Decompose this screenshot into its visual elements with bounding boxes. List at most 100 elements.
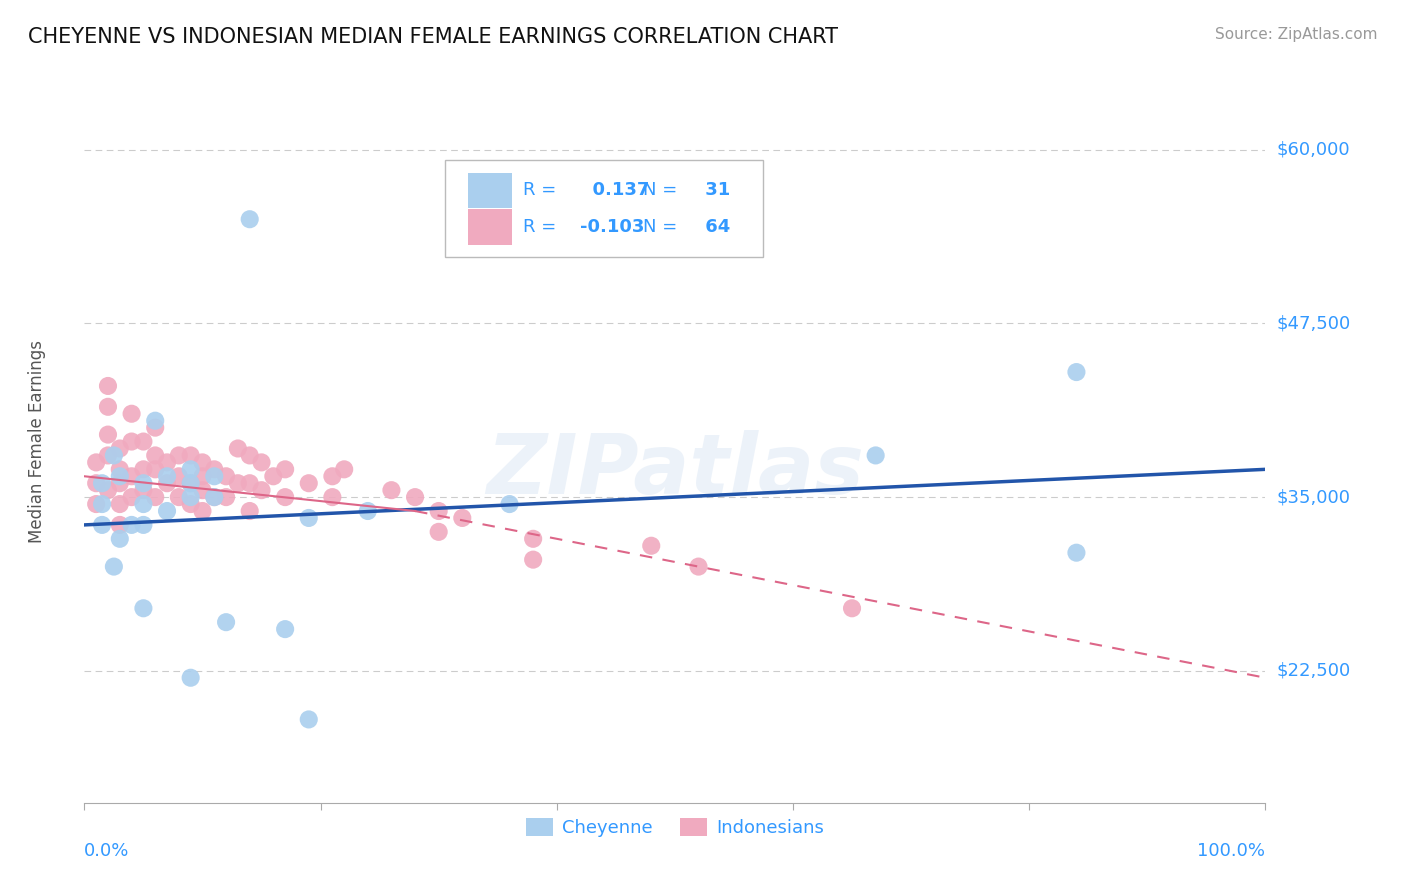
Point bbox=[108, 497, 131, 511]
Point bbox=[97, 379, 120, 393]
Point bbox=[202, 490, 225, 504]
Point bbox=[156, 476, 179, 491]
Point bbox=[640, 539, 662, 553]
Point bbox=[298, 713, 321, 727]
Point bbox=[688, 559, 710, 574]
Point bbox=[226, 476, 249, 491]
Point bbox=[215, 490, 238, 504]
Point bbox=[108, 476, 131, 491]
Point bbox=[180, 462, 202, 476]
Point bbox=[239, 449, 262, 463]
Point bbox=[121, 434, 143, 449]
Point bbox=[522, 552, 544, 566]
Point bbox=[865, 449, 887, 463]
Point bbox=[427, 524, 450, 539]
Point bbox=[180, 476, 202, 491]
Point bbox=[121, 469, 143, 483]
Point bbox=[191, 504, 214, 518]
Text: 0.137: 0.137 bbox=[581, 181, 650, 199]
Point bbox=[97, 400, 120, 414]
Point bbox=[97, 449, 120, 463]
Point bbox=[156, 504, 179, 518]
Point bbox=[108, 442, 131, 456]
Point bbox=[333, 462, 356, 476]
Point bbox=[97, 427, 120, 442]
Point bbox=[91, 497, 114, 511]
Point bbox=[143, 490, 166, 504]
Point bbox=[143, 414, 166, 428]
Text: N =: N = bbox=[643, 181, 678, 199]
Point bbox=[143, 449, 166, 463]
Point bbox=[156, 455, 179, 469]
Point bbox=[84, 455, 107, 469]
Point bbox=[239, 476, 262, 491]
Legend: Cheyenne, Indonesians: Cheyenne, Indonesians bbox=[519, 811, 831, 845]
Point bbox=[108, 532, 131, 546]
Point bbox=[103, 449, 125, 463]
Point bbox=[132, 601, 155, 615]
Text: -0.103: -0.103 bbox=[581, 218, 645, 235]
Point bbox=[108, 517, 131, 532]
Point bbox=[121, 517, 143, 532]
Point bbox=[321, 490, 343, 504]
Point bbox=[841, 601, 863, 615]
Text: $22,500: $22,500 bbox=[1277, 662, 1351, 680]
Point bbox=[1066, 546, 1088, 560]
Point bbox=[404, 490, 426, 504]
Text: $47,500: $47,500 bbox=[1277, 315, 1351, 333]
Text: 31: 31 bbox=[699, 181, 730, 199]
Point bbox=[357, 504, 380, 518]
Point bbox=[321, 469, 343, 483]
Point bbox=[180, 671, 202, 685]
Text: N =: N = bbox=[643, 218, 678, 235]
Point bbox=[143, 462, 166, 476]
Point bbox=[215, 615, 238, 630]
Point bbox=[215, 469, 238, 483]
Text: $60,000: $60,000 bbox=[1277, 141, 1350, 159]
Point bbox=[202, 469, 225, 483]
Text: CHEYENNE VS INDONESIAN MEDIAN FEMALE EARNINGS CORRELATION CHART: CHEYENNE VS INDONESIAN MEDIAN FEMALE EAR… bbox=[28, 27, 838, 46]
Text: ZIPatlas: ZIPatlas bbox=[486, 430, 863, 511]
Point bbox=[274, 622, 297, 636]
Point bbox=[274, 462, 297, 476]
Point bbox=[132, 462, 155, 476]
FancyBboxPatch shape bbox=[444, 160, 763, 257]
Text: Median Female Earnings: Median Female Earnings bbox=[28, 340, 46, 543]
Point bbox=[1066, 365, 1088, 379]
Point bbox=[108, 469, 131, 483]
Point bbox=[91, 476, 114, 491]
Point bbox=[380, 483, 402, 498]
Point bbox=[84, 476, 107, 491]
Point bbox=[427, 504, 450, 518]
Point bbox=[250, 455, 273, 469]
Point bbox=[97, 483, 120, 498]
Point bbox=[451, 511, 474, 525]
Point bbox=[103, 559, 125, 574]
Point bbox=[202, 462, 225, 476]
Point bbox=[298, 476, 321, 491]
Point bbox=[167, 490, 190, 504]
Point bbox=[132, 476, 155, 491]
Point bbox=[250, 483, 273, 498]
Point bbox=[180, 476, 202, 491]
Text: 100.0%: 100.0% bbox=[1198, 842, 1265, 860]
Point bbox=[226, 442, 249, 456]
Point bbox=[143, 420, 166, 434]
Point bbox=[191, 455, 214, 469]
Point bbox=[191, 469, 214, 483]
Point bbox=[191, 483, 214, 498]
Point bbox=[239, 504, 262, 518]
Text: $35,000: $35,000 bbox=[1277, 488, 1351, 506]
Point bbox=[167, 449, 190, 463]
Point bbox=[121, 490, 143, 504]
Point bbox=[180, 497, 202, 511]
Point bbox=[132, 483, 155, 498]
Point bbox=[132, 517, 155, 532]
Point bbox=[167, 469, 190, 483]
Point bbox=[262, 469, 284, 483]
Point bbox=[180, 449, 202, 463]
FancyBboxPatch shape bbox=[468, 209, 512, 244]
Point bbox=[498, 497, 520, 511]
Point bbox=[91, 517, 114, 532]
Point bbox=[298, 511, 321, 525]
